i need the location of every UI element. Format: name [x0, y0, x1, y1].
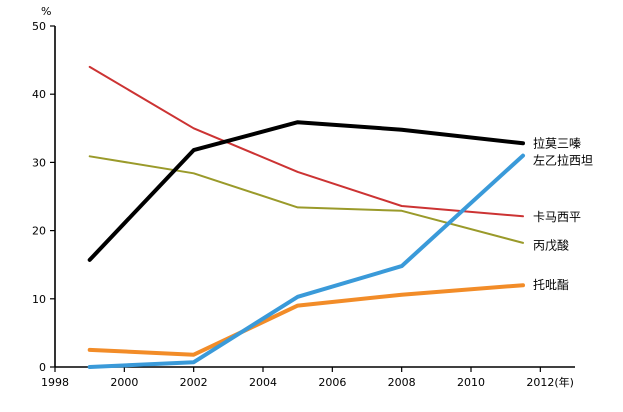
series-line-1 — [87, 120, 525, 262]
x-tick-label: 2010 — [457, 376, 485, 389]
series-label-2: 左乙拉西坦 — [533, 152, 593, 167]
y-tick-label: 40 — [32, 88, 46, 101]
x-unit-label: (年) — [554, 375, 574, 389]
y-tick-label: 30 — [32, 156, 46, 169]
y-unit-label: % — [41, 5, 51, 18]
x-tick-label: 2000 — [110, 376, 138, 389]
series-line-2 — [87, 153, 525, 369]
chart-axes: 0 10 20 30 40 50 1998 2000 2002 2004 2006 2008 2010 2… — [32, 5, 575, 389]
series-layer — [87, 65, 525, 369]
series-label-1: 拉莫三嗪 — [533, 135, 581, 150]
x-tick-label: 2004 — [249, 376, 277, 389]
x-tick-label: 2002 — [180, 376, 208, 389]
series-label-4: 丙戊酸 — [533, 238, 569, 253]
y-tick-label: 20 — [32, 225, 46, 238]
y-tick-label: 0 — [39, 361, 46, 374]
x-tick-label: 2012 — [526, 376, 554, 389]
x-tick-label: 1998 — [41, 376, 69, 389]
x-tick-label: 2006 — [318, 376, 346, 389]
y-tick-label: 10 — [32, 293, 46, 306]
series-label-5: 托吡酯 — [533, 278, 569, 292]
x-tick-label: 2008 — [388, 376, 416, 389]
series-line-4 — [88, 155, 524, 244]
series-label-3: 卡马西平 — [533, 210, 581, 224]
y-tick-label: 50 — [32, 20, 46, 33]
